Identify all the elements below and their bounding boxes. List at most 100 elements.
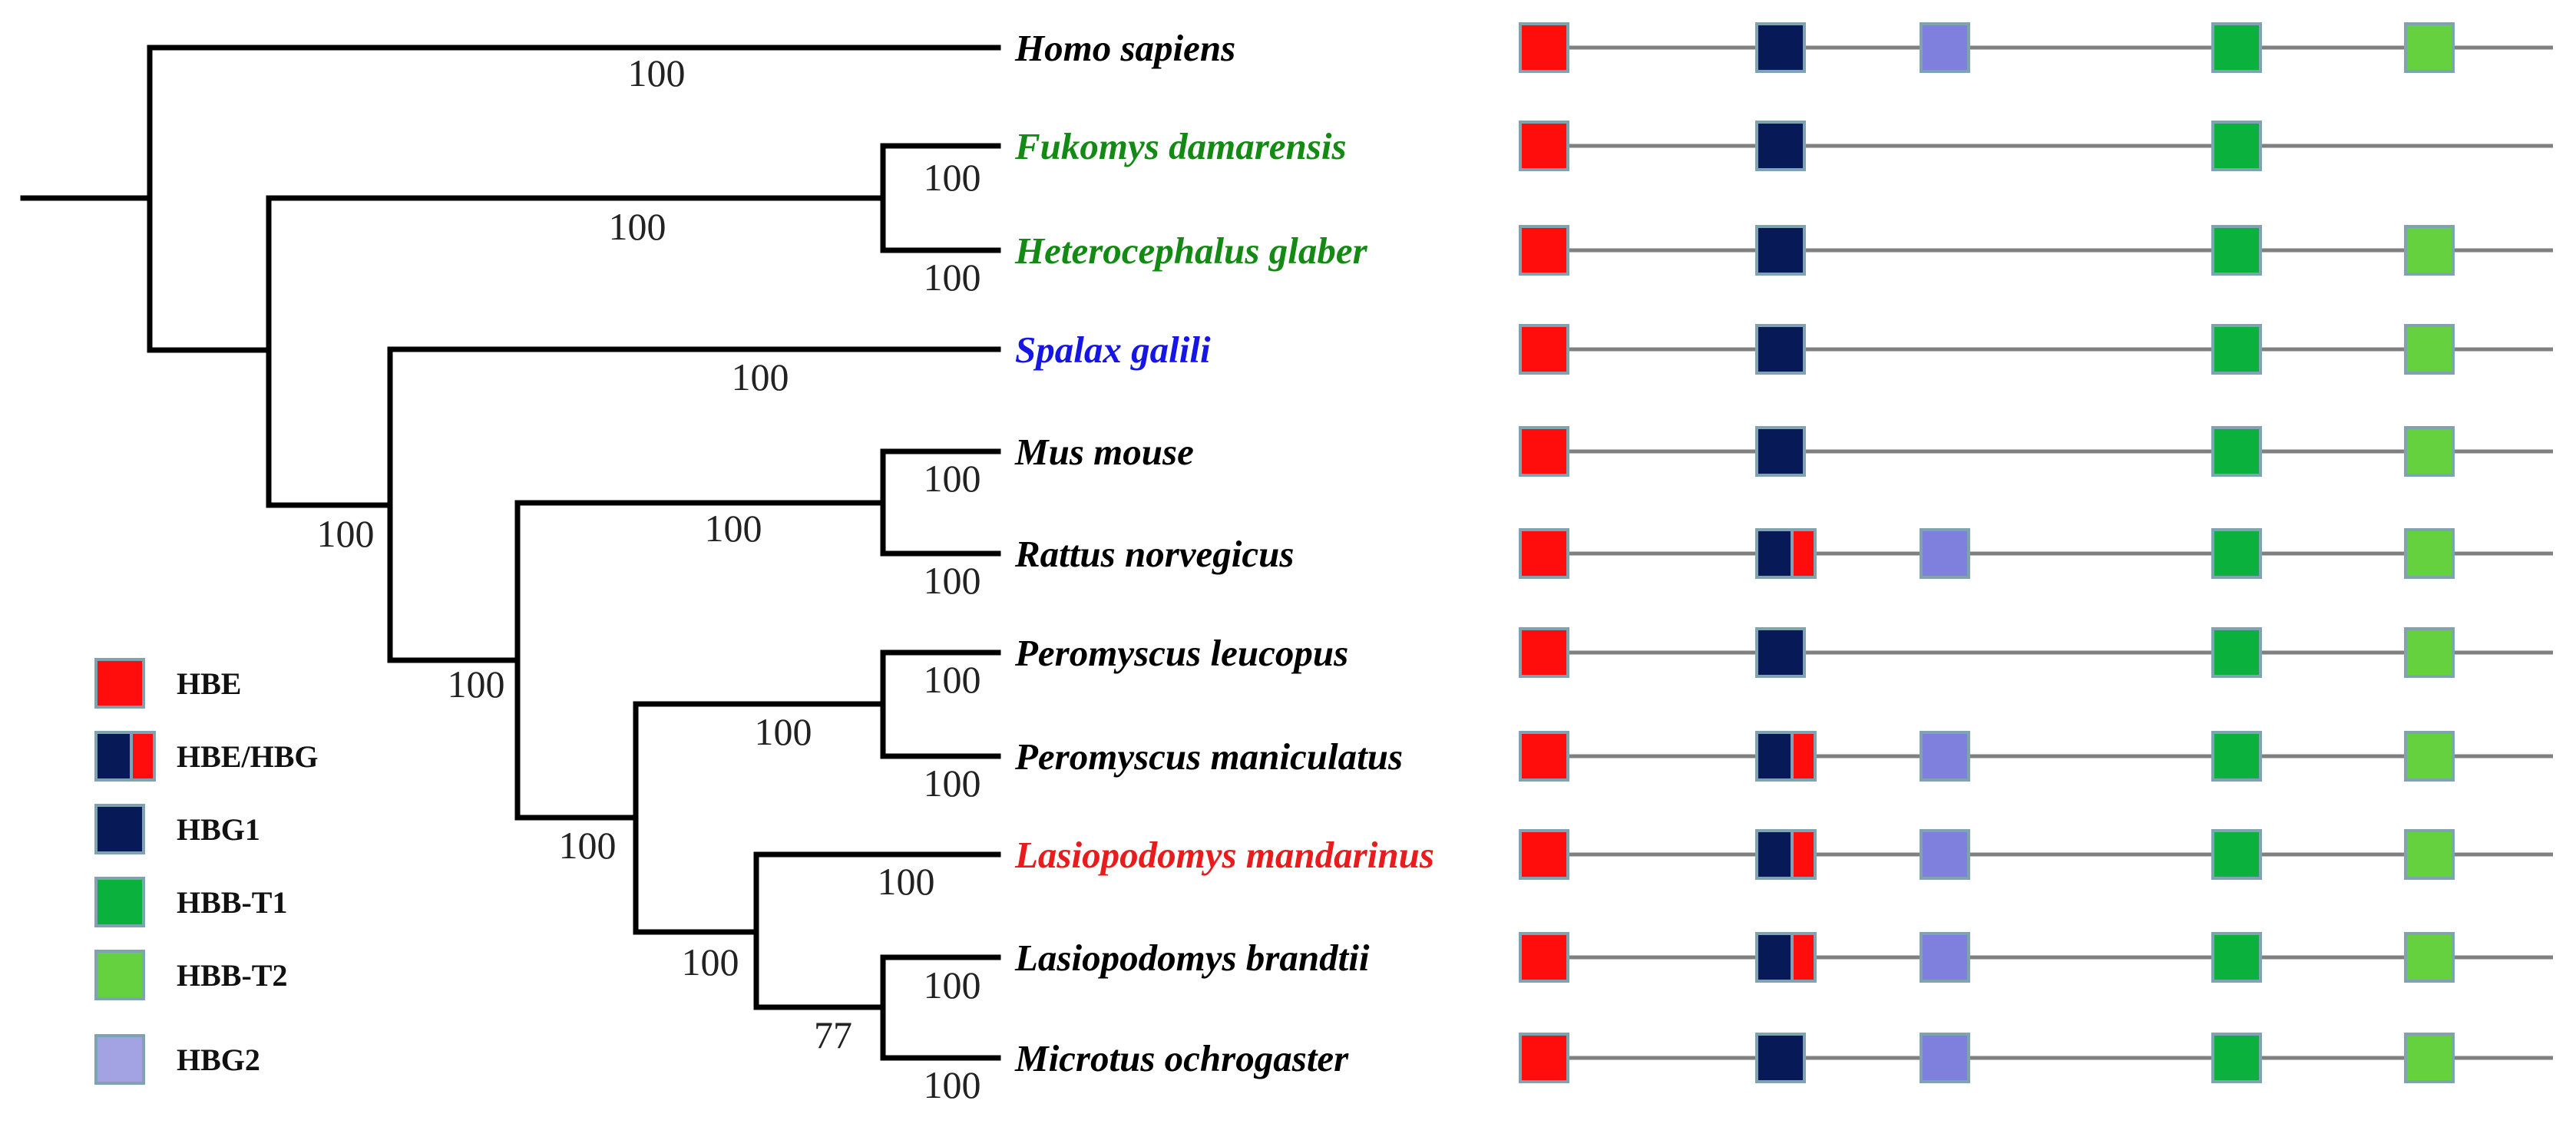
species-label-heterocephalus-glaber: Heterocephalus glaber [1014, 230, 1368, 272]
locus-row-homo-sapiens [1519, 22, 2553, 73]
locus-row-microtus-ochrogaster [1519, 1033, 2553, 1083]
support-value-brandtii-microtus-clade: 77 [814, 1013, 852, 1056]
support-value-blesmol-clade: 100 [609, 205, 666, 248]
gene-box-hbg1 [1755, 324, 1806, 375]
species-label-mus-mouse: Mus mouse [1014, 431, 1194, 473]
legend-swatch-hbe-hbg-outline [94, 731, 156, 782]
legend-label-hbb-t1: HBB-T1 [177, 885, 287, 920]
gene-box-hbe-hbg-outline [1755, 528, 1817, 579]
legend-item-hbe-hbg: HBE/HBG [94, 731, 319, 782]
gene-box-hbg1 [1755, 225, 1806, 276]
gene-box-hbg1 [1755, 426, 1806, 477]
support-value-peromyscus-maniculatus-branch: 100 [924, 762, 981, 805]
support-value-muroid-clade: 100 [448, 663, 505, 706]
support-value-arvicoline-clade: 100 [682, 940, 739, 983]
gene-box-hbb-t2 [2404, 225, 2455, 276]
locus-row-spalax-galili [1519, 324, 2553, 375]
gene-box-hbg2 [1920, 22, 1970, 73]
gene-box-hbb-t2 [2404, 22, 2455, 73]
locus-row-fukomys-damarensis [1519, 121, 2553, 171]
gene-box-hbg2 [1920, 829, 1970, 880]
gene-box-hbe-hbg-hbe-part [1792, 732, 1815, 780]
legend-item-hbb-t2: HBB-T2 [94, 950, 287, 1000]
legend-swatch-hbb-t1 [94, 877, 145, 927]
gene-box-hbb-t2 [2404, 932, 2455, 983]
legend-swatch-hbe [94, 658, 145, 709]
legend-item-hbg1: HBG1 [94, 804, 260, 854]
species-label-fukomys-damarensis: Fukomys damarensis [1014, 125, 1347, 167]
gene-box-hbb-t2 [2404, 1033, 2455, 1083]
species-label-peromyscus-leucopus: Peromyscus leucopus [1014, 632, 1348, 674]
legend-label-hbg1: HBG1 [177, 812, 260, 847]
legend-item-hbe: HBE [94, 658, 241, 709]
gene-box-hbb-t1 [2211, 932, 2262, 983]
support-value-mus-branch: 100 [924, 457, 981, 500]
support-value-fukomys-branch: 100 [924, 156, 981, 199]
legend-swatch-hbg1 [94, 804, 145, 854]
legend-swatch-hbb-t2 [94, 950, 145, 1000]
support-value-spalax-branch: 100 [732, 355, 789, 398]
support-value-lasiopodomys-brandtii-branch: 100 [924, 963, 981, 1006]
legend-swatch-hbe-hbg [94, 731, 156, 782]
gene-box-hbg1 [1755, 121, 1806, 171]
gene-box-hbe-hbg-hbe-part [1792, 530, 1815, 577]
gene-box-hbb-t2 [2404, 627, 2455, 678]
locus-row-lasiopodomys-brandtii [1519, 932, 2553, 983]
gene-box-hbe-hbg-hbg-part [1757, 530, 1792, 577]
species-label-rattus-norvegicus: Rattus norvegicus [1014, 533, 1294, 575]
gene-box-hbe [1519, 225, 1569, 276]
gene-box-hbb-t1 [2211, 627, 2262, 678]
locus-row-peromyscus-maniculatus [1519, 731, 2553, 782]
gene-box-hbe [1519, 121, 1569, 171]
locus-row-mus-mouse [1519, 426, 2553, 477]
gene-box-hbe-hbg-outline [1755, 829, 1817, 880]
legend-swatch-hbe-hbg-hbg-part [96, 732, 131, 780]
support-value-murid-clade: 100 [705, 507, 762, 550]
gene-box-hbe [1519, 426, 1569, 477]
legend-swatch-hbe-hbg-hbe-part [131, 732, 154, 780]
phylogenetic-tree [20, 45, 1001, 1061]
gene-box-hbb-t1 [2211, 1033, 2262, 1083]
gene-box-hbe-hbg-hbg-part [1757, 732, 1792, 780]
gene-box-hbb-t2 [2404, 731, 2455, 782]
gene-box-hbb-t1 [2211, 731, 2262, 782]
support-value-homo-branch: 100 [628, 51, 686, 94]
gene-box-hbg1 [1755, 1033, 1806, 1083]
gene-box-hbg2 [1920, 1033, 1970, 1083]
gene-box-hbb-t1 [2211, 528, 2262, 579]
species-label-peromyscus-maniculatus: Peromyscus maniculatus [1014, 735, 1403, 778]
gene-box-hbe [1519, 932, 1569, 983]
species-label-lasiopodomys-mandarinus: Lasiopodomys mandarinus [1014, 834, 1434, 876]
locus-row-lasiopodomys-mandarinus [1519, 829, 2553, 880]
gene-box-hbg1 [1755, 627, 1806, 678]
legend-swatch-hbg2 [94, 1034, 145, 1085]
legend-label-hbg2: HBG2 [177, 1043, 260, 1077]
gene-box-hbe [1519, 528, 1569, 579]
support-value-lasiopodomys-mandarinus-branch: 100 [878, 860, 935, 903]
locus-row-peromyscus-leucopus [1519, 627, 2553, 678]
gene-box-hbb-t1 [2211, 121, 2262, 171]
gene-box-hbb-t2 [2404, 426, 2455, 477]
gene-box-hbe [1519, 324, 1569, 375]
support-value-cricetid-clade: 100 [559, 824, 617, 867]
legend-label-hbe: HBE [177, 666, 241, 701]
gene-box-hbg2 [1920, 528, 1970, 579]
bootstrap-support-values: 100 100 100 100 100 100 100 100 100 100 100 100 100 1… [317, 51, 981, 1106]
gene-box-hbe-hbg-hbg-part [1757, 831, 1792, 878]
gene-locus-maps [1519, 22, 2553, 1083]
gene-box-hbb-t1 [2211, 225, 2262, 276]
support-value-microtus-branch: 100 [924, 1063, 981, 1106]
support-value-rodent-clade: 100 [317, 512, 375, 555]
support-value-heterocephalus-branch: 100 [924, 256, 981, 299]
gene-box-hbb-t1 [2211, 829, 2262, 880]
gene-box-hbb-t2 [2404, 324, 2455, 375]
gene-box-hbg1 [1755, 22, 1806, 73]
gene-box-hbb-t1 [2211, 426, 2262, 477]
gene-box-hbe-hbg-hbe-part [1792, 831, 1815, 878]
gene-box-hbe-hbg-outline [1755, 932, 1817, 983]
gene-box-hbb-t1 [2211, 324, 2262, 375]
species-label-lasiopodomys-brandtii: Lasiopodomys brandtii [1014, 937, 1370, 979]
legend-item-hbg2: HBG2 [94, 1034, 260, 1085]
gene-box-hbg2 [1920, 731, 1970, 782]
